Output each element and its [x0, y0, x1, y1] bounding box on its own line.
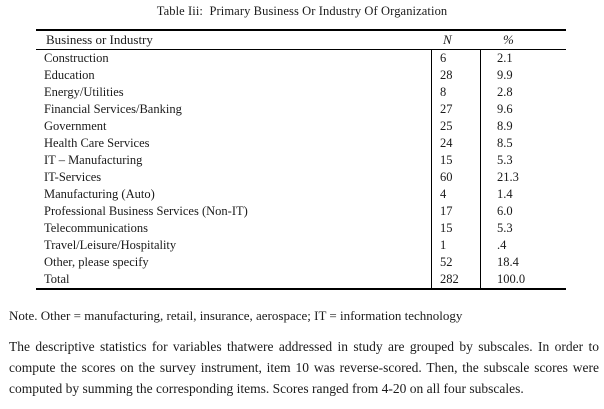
table-row: Energy/Utilities 8 2.8	[36, 84, 566, 101]
row-label-cell: Professional Business Services (Non-IT)	[44, 204, 248, 218]
row-label-cell: Telecommunications	[44, 221, 148, 235]
table-row: Travel/Leisure/Hospitality 1 .4	[36, 237, 566, 254]
table-note: Note. Other = manufacturing, retail, ins…	[9, 308, 463, 323]
row-n-cell: 24	[431, 135, 480, 152]
table-row: Other, please specify 52 18.4	[36, 254, 566, 271]
row-percent-cell: 100.0	[480, 271, 566, 288]
row-label-cell: IT-Services	[44, 170, 102, 184]
row-n-cell: 8	[431, 84, 480, 101]
table-row: Education 28 9.9	[36, 67, 566, 84]
row-n-cell: 282	[431, 271, 480, 288]
row-label-cell: IT – Manufacturing	[44, 153, 143, 167]
row-label-cell: Construction	[44, 51, 109, 65]
row-percent-cell: 2.1	[480, 50, 566, 67]
row-label-cell: Education	[44, 68, 95, 82]
row-label-cell: Total	[44, 272, 70, 286]
row-percent-cell: 2.8	[480, 84, 566, 101]
row-n-cell: 25	[431, 118, 480, 135]
table-row: Health Care Services 24 8.5	[36, 135, 566, 152]
table-body: Construction 6 2.1 Education 28 9.9 Ener…	[36, 50, 566, 288]
row-percent-cell: 9.9	[480, 67, 566, 84]
row-label-cell: Manufacturing (Auto)	[44, 187, 155, 201]
row-n-cell: 15	[431, 152, 480, 169]
row-percent-cell: .4	[480, 237, 566, 254]
header-business-or-industry: Business or Industry	[46, 32, 153, 47]
row-percent-cell: 5.3	[480, 152, 566, 169]
row-label-cell: Government	[44, 119, 107, 133]
table-row: Manufacturing (Auto) 4 1.4	[36, 186, 566, 203]
row-percent-cell: 18.4	[480, 254, 566, 271]
row-percent-cell: 1.4	[480, 186, 566, 203]
row-n-cell: 60	[431, 169, 480, 186]
row-n-cell: 4	[431, 186, 480, 203]
row-label-cell: Energy/Utilities	[44, 85, 124, 99]
table-row: Total 282 100.0	[36, 271, 566, 288]
row-percent-cell: 6.0	[480, 203, 566, 220]
row-n-cell: 1	[431, 237, 480, 254]
table-row: Financial Services/Banking 27 9.6	[36, 101, 566, 118]
row-percent-cell: 8.5	[480, 135, 566, 152]
table-row: Professional Business Services (Non-IT) …	[36, 203, 566, 220]
row-n-cell: 27	[431, 101, 480, 118]
row-n-cell: 28	[431, 67, 480, 84]
table-row: IT-Services 60 21.3	[36, 169, 566, 186]
body-paragraph: The descriptive statistics for variables…	[9, 339, 599, 396]
row-percent-cell: 5.3	[480, 220, 566, 237]
row-label-cell: Other, please specify	[44, 255, 149, 269]
header-percent: %	[503, 32, 514, 47]
row-label-cell: Financial Services/Banking	[44, 102, 182, 116]
table-row: Telecommunications 15 5.3	[36, 220, 566, 237]
table-row: Government 25 8.9	[36, 118, 566, 135]
row-n-cell: 17	[431, 203, 480, 220]
frequency-table: Business or Industry N % Construction 6 …	[36, 29, 566, 290]
table-caption: Table Iii: Primary Business Or Industry …	[156, 4, 448, 18]
row-percent-cell: 9.6	[480, 101, 566, 118]
table-header-row: Business or Industry N %	[36, 31, 566, 50]
row-percent-cell: 8.9	[480, 118, 566, 135]
row-label-cell: Travel/Leisure/Hospitality	[44, 238, 177, 252]
table-row: Construction 6 2.1	[36, 50, 566, 67]
row-n-cell: 52	[431, 254, 480, 271]
row-n-cell: 6	[431, 50, 480, 67]
table-row: IT – Manufacturing 15 5.3	[36, 152, 566, 169]
header-n: N	[443, 32, 452, 47]
row-n-cell: 15	[431, 220, 480, 237]
row-label-cell: Health Care Services	[44, 136, 150, 150]
row-percent-cell: 21.3	[480, 169, 566, 186]
